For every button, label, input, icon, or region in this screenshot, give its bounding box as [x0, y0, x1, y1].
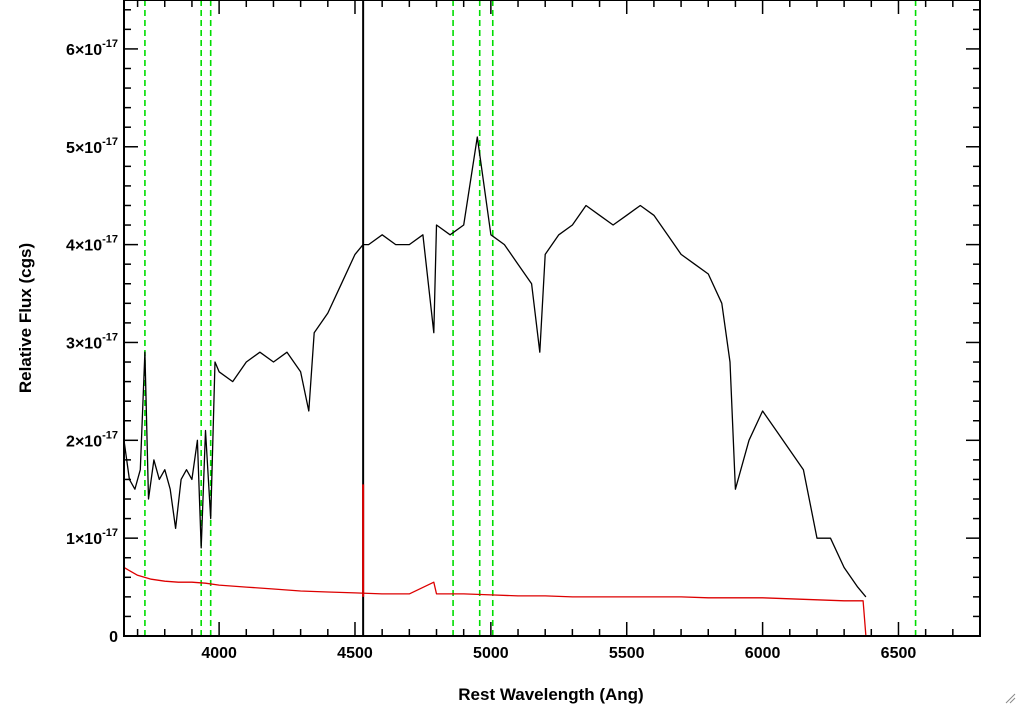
x-tick-label: 6500 — [881, 645, 917, 662]
y-tick-label: 0 — [109, 629, 118, 646]
x-tick-label: 5500 — [609, 645, 645, 662]
y-axis-label: Relative Flux (cgs) — [16, 243, 35, 393]
x-axis-label: Rest Wavelength (Ang) — [458, 685, 643, 704]
x-tick-label: 6000 — [745, 645, 781, 662]
x-tick-label: 5000 — [473, 645, 509, 662]
resize-grip-icon[interactable] — [1004, 692, 1016, 704]
x-tick-label: 4500 — [337, 645, 373, 662]
x-tick-label: 4000 — [201, 645, 237, 662]
